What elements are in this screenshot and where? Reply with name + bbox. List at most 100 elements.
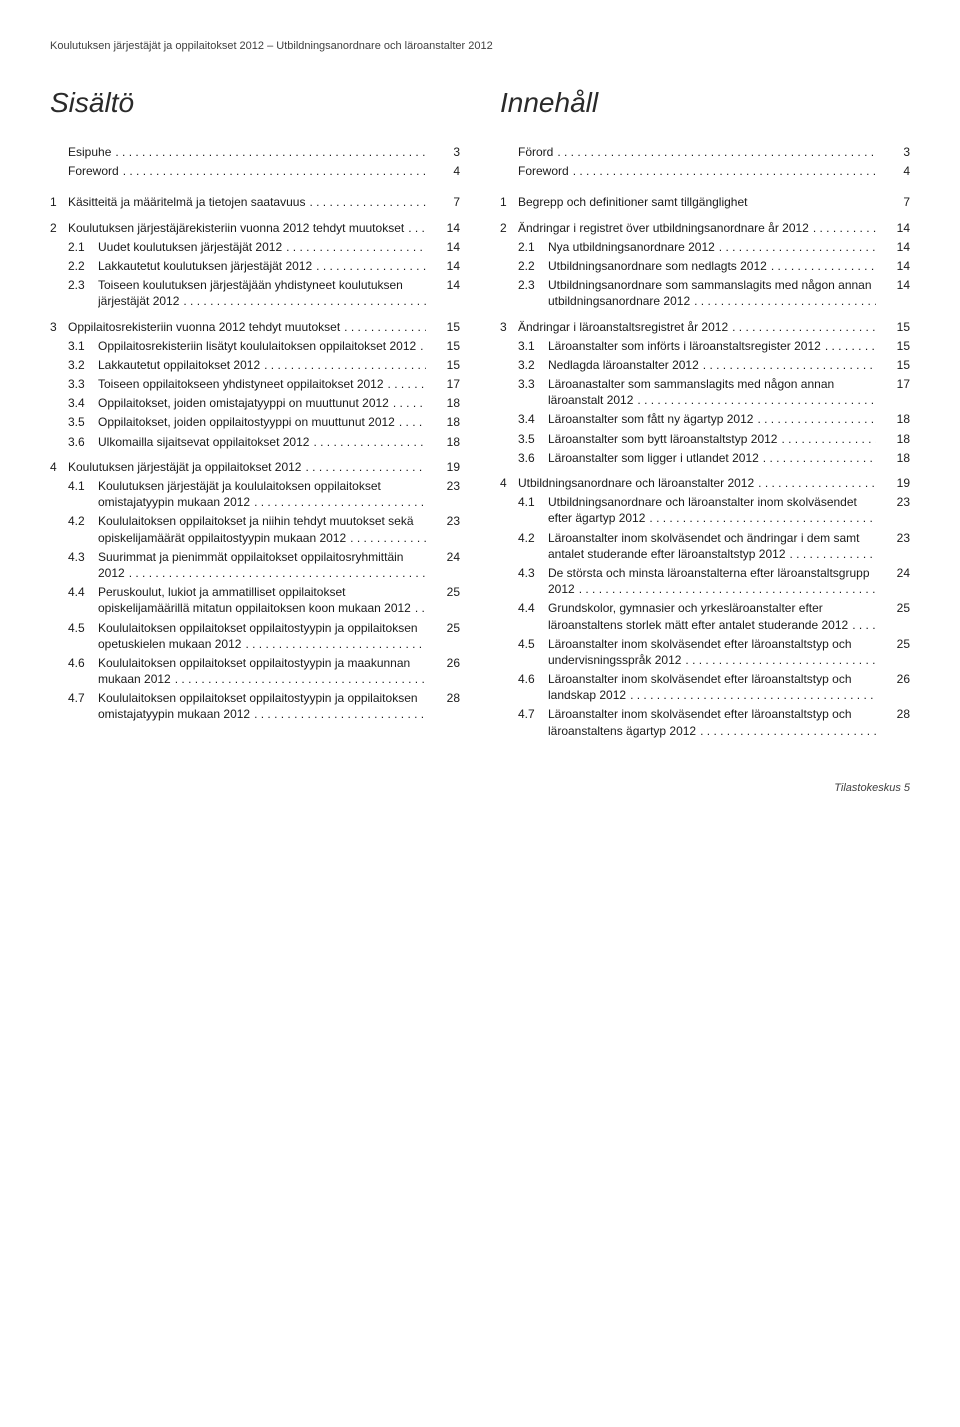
toc-sub-entry: 2.2Lakkautetut koulutuksen järjestäjät 2…	[50, 258, 460, 274]
toc-entry-page: 17	[426, 376, 460, 392]
toc-entry-label: Uudet koulutuksen järjestäjät 2012	[98, 239, 426, 255]
toc-entry-label: Koulutuksen järjestäjärekisteriin vuonna…	[68, 220, 426, 236]
toc-entry-label: Oppilaitosrekisteriin lisätyt koululaito…	[98, 338, 426, 354]
toc-entry-number: 1	[50, 194, 68, 210]
toc-entry-label: De största och minsta läroanstalterna ef…	[548, 565, 876, 597]
toc-entry-page: 25	[876, 600, 910, 616]
toc-sub-entry: 2.3Toiseen koulutuksen järjestäjään yhdi…	[50, 277, 460, 309]
toc-entry-page: 25	[876, 636, 910, 652]
toc-entry-label: Lakkautetut koulutuksen järjestäjät 2012	[98, 258, 426, 274]
toc-entry-number: 2.1	[518, 239, 548, 255]
toc-entry-page: 18	[426, 434, 460, 450]
toc-entry-page: 15	[426, 319, 460, 335]
toc-entry: 4Utbildningsanordnare och läroanstalter …	[500, 475, 910, 491]
toc-entry-label: Ulkomailla sijaitsevat oppilaitokset 201…	[98, 434, 426, 450]
toc-entry-label: Toiseen oppilaitokseen yhdistyneet oppil…	[98, 376, 426, 392]
toc-entry-label: Esipuhe	[68, 144, 426, 160]
toc-entry-number: 4.6	[518, 671, 548, 687]
left-title: Sisältö	[50, 87, 460, 119]
right-title: Innehåll	[500, 87, 910, 119]
toc-entry-page: 7	[876, 194, 910, 210]
toc-entry-page: 15	[876, 357, 910, 373]
toc-entry-number: 4	[500, 475, 518, 491]
toc-entry-label: Koululaitoksen oppilaitokset ja niihin t…	[98, 513, 426, 545]
page-container: Koulutuksen järjestäjät ja oppilaitokset…	[0, 0, 960, 824]
page-footer: Tilastokeskus 5	[50, 782, 910, 794]
toc-entry-page: 19	[426, 459, 460, 475]
toc-gap	[50, 182, 460, 194]
toc-entry-number: 3.3	[518, 376, 548, 392]
toc-sub-entry: 3.6Läroanstalter som ligger i utlandet 2…	[500, 450, 910, 466]
toc-entry-label: Koululaitoksen oppilaitokset oppilaitost…	[98, 655, 426, 687]
toc-sub-entry: 3.5Läroanstalter som bytt läroanstaltsty…	[500, 431, 910, 447]
toc-sub-entry: 4.2Läroanstalter inom skolväsendet och ä…	[500, 530, 910, 562]
toc-sub-entry: 4.6Läroanstalter inom skolväsendet efter…	[500, 671, 910, 703]
toc-sub-entry: 4.4Grundskolor, gymnasier och yrkesläroa…	[500, 600, 910, 632]
toc-entry-number: 4.1	[518, 494, 548, 510]
toc-sub-entry: 3.4Oppilaitokset, joiden omistajatyyppi …	[50, 395, 460, 411]
toc-entry: Foreword4	[50, 163, 460, 179]
toc-entry-label: Peruskoulut, lukiot ja ammatilliset oppi…	[98, 584, 426, 616]
toc-entry-page: 18	[876, 431, 910, 447]
toc-entry-page: 24	[876, 565, 910, 581]
toc-sub-entry: 3.2Lakkautetut oppilaitokset 201215	[50, 357, 460, 373]
toc-entry-label: Läroanastalter som sammanslagits med någ…	[548, 376, 876, 408]
toc-entry-label: Nedlagda läroanstalter 2012	[548, 357, 876, 373]
right-toc-list: Förord3Foreword41Begrepp och definitione…	[500, 144, 910, 739]
toc-entry-page: 14	[426, 220, 460, 236]
toc-entry-label: Koululaitoksen oppilaitokset oppilaitost…	[98, 620, 426, 652]
toc-entry: Foreword4	[500, 163, 910, 179]
toc-entry: 3Ändringar i läroanstaltsregistret år 20…	[500, 319, 910, 335]
toc-entry-number: 3	[50, 319, 68, 335]
toc-entry-number: 4.4	[68, 584, 98, 600]
toc-entry-number: 4.1	[68, 478, 98, 494]
toc-entry-page: 3	[426, 144, 460, 160]
toc-entry-label: Koulutuksen järjestäjät ja koululaitokse…	[98, 478, 426, 510]
toc-entry-page: 14	[876, 277, 910, 293]
toc-entry-page: 14	[876, 239, 910, 255]
toc-entry-page: 28	[876, 706, 910, 722]
toc-entry-page: 19	[876, 475, 910, 491]
toc-entry-label: Ändringar i registret över utbildningsan…	[518, 220, 876, 236]
toc-entry-page: 4	[426, 163, 460, 179]
toc-entry-number: 2.2	[518, 258, 548, 274]
toc-entry-label: Utbildningsanordnare som sammanslagits m…	[548, 277, 876, 309]
toc-entry-label: Förord	[518, 144, 876, 160]
toc-entry-label: Ändringar i läroanstaltsregistret år 201…	[518, 319, 876, 335]
toc-sub-entry: 3.1Oppilaitosrekisteriin lisätyt koulula…	[50, 338, 460, 354]
toc-entry: 1Begrepp och definitioner samt tillgängl…	[500, 194, 910, 210]
toc-sub-entry: 2.3Utbildningsanordnare som sammanslagit…	[500, 277, 910, 309]
toc-entry-label: Läroanstalter som bytt läroanstaltstyp 2…	[548, 431, 876, 447]
toc-entry-page: 7	[426, 194, 460, 210]
toc-entry-page: 18	[426, 395, 460, 411]
toc-entry-page: 18	[876, 450, 910, 466]
toc-sub-entry: 4.1Utbildningsanordnare och läroanstalte…	[500, 494, 910, 526]
toc-sub-entry: 3.5Oppilaitokset, joiden oppilaitostyypp…	[50, 414, 460, 430]
toc-entry-number: 3.3	[68, 376, 98, 392]
toc-entry-page: 14	[426, 277, 460, 293]
toc-sub-entry: 4.3De största och minsta läroanstalterna…	[500, 565, 910, 597]
toc-entry-number: 3.6	[518, 450, 548, 466]
toc-entry-label: Käsitteitä ja määritelmä ja tietojen saa…	[68, 194, 426, 210]
toc-entry-number: 1	[500, 194, 518, 210]
toc-sub-entry: 4.7Läroanstalter inom skolväsendet efter…	[500, 706, 910, 738]
toc-entry-page: 26	[876, 671, 910, 687]
toc-entry-number: 4.7	[68, 690, 98, 706]
toc-entry-number: 2.2	[68, 258, 98, 274]
toc-entry-number: 3.4	[518, 411, 548, 427]
toc-entry-number: 4.7	[518, 706, 548, 722]
toc-entry-page: 14	[876, 220, 910, 236]
toc-entry-label: Läroanstalter inom skolväsendet efter lä…	[548, 636, 876, 668]
toc-entry-label: Foreword	[68, 163, 426, 179]
toc-entry-label: Läroanstalter inom skolväsendet efter lä…	[548, 671, 876, 703]
toc-entry-number: 4.3	[518, 565, 548, 581]
toc-entry-number: 3.2	[518, 357, 548, 373]
toc-sub-entry: 3.1Läroanstalter som införts i läroansta…	[500, 338, 910, 354]
toc-entry-label: Oppilaitokset, joiden omistajatyyppi on …	[98, 395, 426, 411]
toc-entry-page: 14	[426, 239, 460, 255]
toc-entry-label: Koulutuksen järjestäjät ja oppilaitokset…	[68, 459, 426, 475]
toc-entry-page: 25	[426, 584, 460, 600]
toc-entry-number: 4.2	[518, 530, 548, 546]
toc-sub-entry: 4.7Koululaitoksen oppilaitokset oppilait…	[50, 690, 460, 722]
toc-sub-entry: 4.3Suurimmat ja pienimmät oppilaitokset …	[50, 549, 460, 581]
